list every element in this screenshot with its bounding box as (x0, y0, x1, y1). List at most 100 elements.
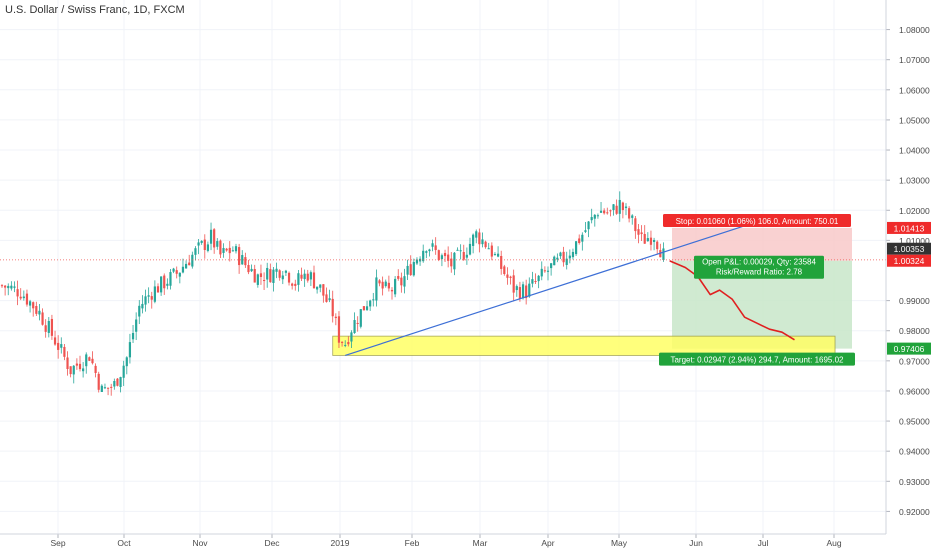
candle-body[interactable] (459, 250, 462, 252)
candle-body[interactable] (465, 254, 468, 258)
candle-body[interactable] (637, 229, 640, 235)
candle-body[interactable] (415, 259, 419, 264)
candle-body[interactable] (19, 296, 22, 299)
candle-body[interactable] (506, 274, 509, 278)
candle-body[interactable] (375, 277, 378, 301)
candle-body[interactable] (106, 387, 110, 389)
candle-body[interactable] (518, 287, 522, 299)
candle-body[interactable] (353, 320, 356, 334)
candle-body[interactable] (175, 270, 178, 274)
projection-path[interactable] (669, 260, 795, 341)
candle-body[interactable] (400, 277, 403, 286)
candle-body[interactable] (434, 245, 437, 251)
candle-body[interactable] (621, 202, 624, 211)
candle-body[interactable] (41, 312, 44, 325)
candle-body[interactable] (50, 318, 54, 336)
candle-body[interactable] (590, 217, 593, 221)
candle-body[interactable] (269, 269, 272, 283)
candle-body[interactable] (116, 378, 119, 386)
candle-body[interactable] (337, 316, 341, 343)
candle-body[interactable] (275, 268, 278, 272)
candle-body[interactable] (646, 238, 649, 242)
candle-body[interactable] (309, 272, 312, 280)
candle-body[interactable] (587, 221, 590, 230)
candle-body[interactable] (456, 249, 459, 251)
candle-body[interactable] (284, 270, 288, 273)
candle-body[interactable] (188, 262, 191, 266)
candle-body[interactable] (197, 242, 200, 246)
candle-body[interactable] (531, 279, 534, 284)
candle-body[interactable] (294, 283, 297, 286)
candle-body[interactable] (609, 210, 612, 212)
candle-body[interactable] (596, 215, 600, 217)
candle-body[interactable] (122, 365, 125, 378)
candle-body[interactable] (231, 250, 234, 252)
candle-body[interactable] (606, 212, 609, 214)
candle-body[interactable] (325, 294, 328, 302)
candle-body[interactable] (634, 218, 637, 232)
candle-body[interactable] (422, 250, 425, 262)
candle-body[interactable] (300, 274, 303, 279)
candle-body[interactable] (272, 269, 275, 283)
candle-body[interactable] (362, 306, 366, 311)
candles-layer[interactable] (0, 191, 665, 396)
candle-body[interactable] (291, 283, 294, 286)
candle-body[interactable] (347, 342, 350, 345)
candle-body[interactable] (618, 199, 621, 214)
candle-body[interactable] (156, 286, 160, 293)
candle-body[interactable] (60, 344, 63, 348)
candle-body[interactable] (94, 365, 97, 373)
candle-body[interactable] (82, 368, 85, 372)
candle-body[interactable] (581, 234, 584, 242)
candle-body[interactable] (213, 229, 216, 248)
candle-body[interactable] (222, 248, 225, 253)
candle-body[interactable] (135, 319, 138, 332)
candle-body[interactable] (631, 215, 634, 218)
candle-body[interactable] (100, 385, 103, 392)
candle-body[interactable] (468, 243, 472, 255)
candle-body[interactable] (128, 342, 132, 358)
candle-body[interactable] (103, 387, 107, 389)
candle-body[interactable] (97, 373, 100, 390)
candle-body[interactable] (546, 270, 550, 272)
candle-body[interactable] (356, 322, 359, 324)
candle-body[interactable] (443, 252, 447, 257)
candle-body[interactable] (78, 363, 82, 370)
candle-body[interactable] (44, 325, 47, 332)
candle-body[interactable] (550, 263, 553, 269)
candle-body[interactable] (178, 272, 181, 277)
candle-body[interactable] (16, 289, 19, 297)
candle-body[interactable] (406, 265, 409, 275)
candle-body[interactable] (153, 286, 156, 302)
candle-body[interactable] (578, 238, 581, 243)
candle-body[interactable] (478, 232, 481, 245)
candle-body[interactable] (253, 269, 256, 283)
candle-body[interactable] (428, 249, 431, 252)
candle-body[interactable] (612, 204, 615, 211)
candle-body[interactable] (534, 281, 537, 283)
candle-body[interactable] (521, 284, 525, 299)
candle-body[interactable] (166, 283, 169, 286)
candle-body[interactable] (496, 253, 500, 257)
candle-body[interactable] (543, 270, 546, 272)
candle-body[interactable] (540, 268, 543, 277)
candle-body[interactable] (281, 275, 284, 280)
candle-body[interactable] (191, 254, 194, 267)
candle-body[interactable] (4, 285, 7, 288)
candle-body[interactable] (493, 254, 497, 256)
candle-body[interactable] (662, 248, 665, 260)
candle-body[interactable] (481, 239, 484, 245)
candle-body[interactable] (490, 245, 493, 257)
candle-body[interactable] (475, 231, 478, 238)
candle-body[interactable] (125, 357, 128, 367)
candle-body[interactable] (0, 285, 4, 287)
candle-body[interactable] (350, 332, 353, 342)
candle-body[interactable] (322, 284, 325, 296)
candle-body[interactable] (69, 366, 72, 375)
candle-body[interactable] (225, 248, 228, 251)
candle-body[interactable] (559, 252, 562, 257)
candle-body[interactable] (340, 341, 344, 343)
candle-body[interactable] (10, 285, 13, 289)
candle-body[interactable] (250, 268, 253, 272)
